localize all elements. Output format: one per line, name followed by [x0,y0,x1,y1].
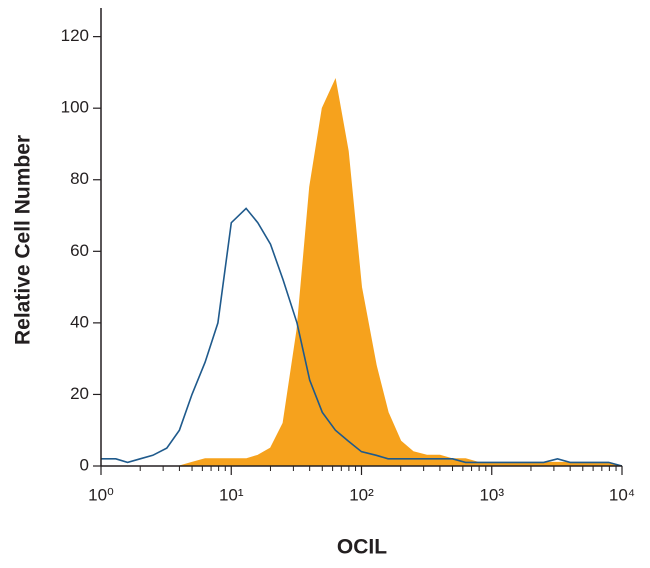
x-tick-label: 10⁴ [609,485,635,504]
y-tick-label: 60 [70,241,89,260]
y-tick-label: 100 [61,98,89,117]
x-tick-label: 10² [349,485,374,504]
x-axis-title: OCIL [337,536,387,559]
y-tick-label: 0 [80,455,89,474]
x-tick-label: 10³ [479,485,504,504]
y-axis-title: Relative Cell Number [12,135,35,345]
y-tick-label: 80 [70,169,89,188]
y-tick-label: 120 [61,26,89,45]
filled-histogram [101,77,623,467]
outline-histogram [101,207,623,467]
y-tick-label: 20 [70,384,89,403]
x-tick-label: 10¹ [219,485,244,504]
y-tick-label: 40 [70,312,89,331]
x-tick-label: 10⁰ [88,485,114,504]
